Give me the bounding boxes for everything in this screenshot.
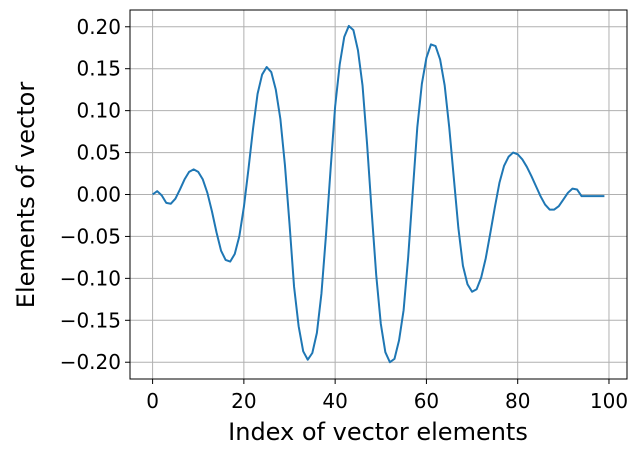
x-tick-label: 0 [146,389,159,413]
plot-frame [129,9,628,380]
y-tick-label: 0.15 [76,57,121,81]
series-layer [151,24,605,364]
y-tick-label: −0.20 [60,350,121,374]
y-tick-label: 0.05 [76,141,121,165]
x-tick-label: 20 [231,389,256,413]
y-tick-label: −0.10 [60,266,121,290]
x-axis-label: Index of vector elements [228,418,528,446]
series-line [151,24,605,364]
x-tick-label: 40 [322,389,347,413]
y-tick-label: 0.10 [76,99,121,123]
y-tick-label: 0.00 [76,183,121,207]
y-tick-label: −0.15 [60,308,121,332]
y-axis-label: Elements of vector [12,82,40,309]
y-tick-label: −0.05 [60,224,121,248]
ticks: 0 20 40 60 80 100 −0.20 −0.15 −0.10 −0.05 0.00 0.05… [60,15,628,413]
y-tick-label: 0.20 [76,15,121,39]
x-tick-label: 60 [414,389,439,413]
x-tick-label: 100 [590,389,628,413]
x-tick-label: 80 [505,389,530,413]
grid [130,10,627,379]
